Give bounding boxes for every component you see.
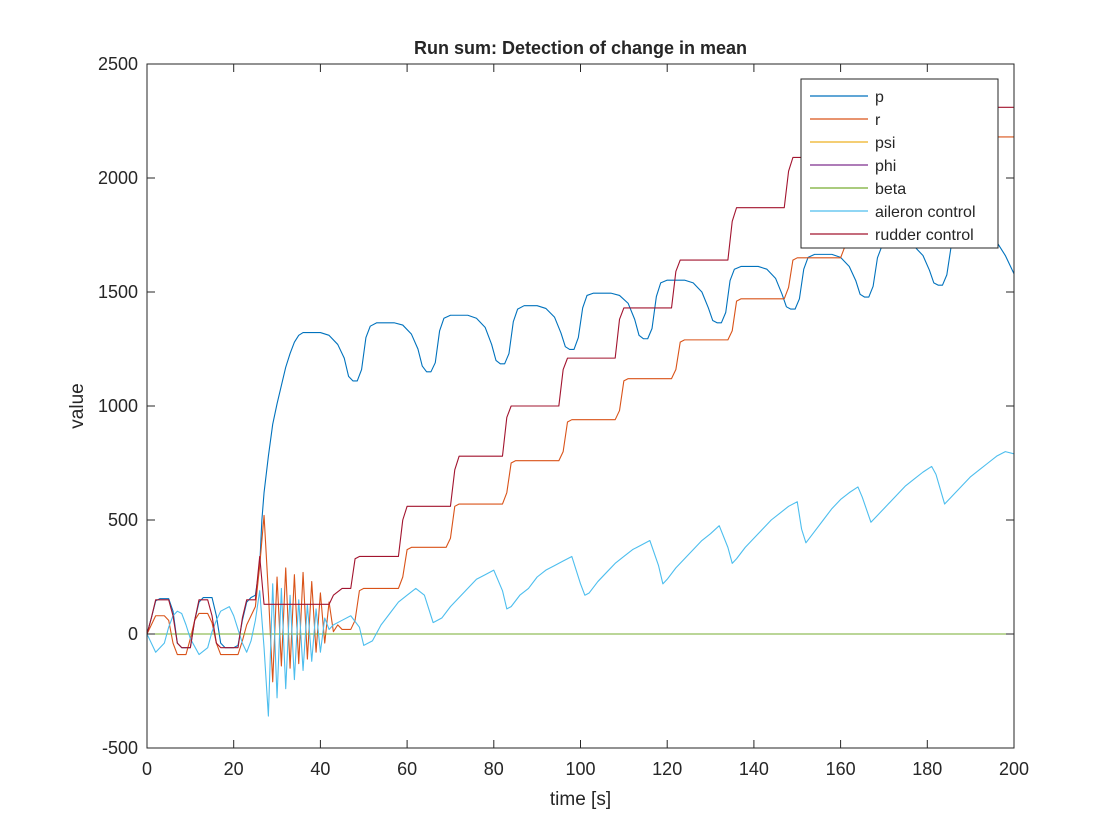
x-tick-label: 200 — [999, 759, 1029, 779]
ticks-layer: 0 20 40 60 80 100 120 140 160 180 200-500050010001… — [98, 54, 1029, 779]
y-tick-label: 1500 — [98, 282, 138, 302]
legend-entry-label: psi — [875, 135, 895, 152]
x-axis-label: time [s] — [550, 789, 611, 810]
legend-entry-label: phi — [875, 158, 896, 175]
legend: pr psi phi beta aileron control rudder contro… — [800, 78, 999, 249]
x-tick-label: 40 — [310, 759, 330, 779]
x-tick-label: 140 — [739, 759, 769, 779]
y-tick-label: 0 — [128, 624, 138, 644]
y-tick-label: 2000 — [98, 168, 138, 188]
y-tick-label: 2500 — [98, 54, 138, 74]
legend-entry-label: p — [875, 89, 884, 106]
x-tick-label: 80 — [484, 759, 504, 779]
x-tick-label: 20 — [224, 759, 244, 779]
series-line-r — [147, 136, 1014, 683]
chart-title: Run sum: Detection of change in mean — [414, 38, 747, 58]
x-tick-label: 160 — [826, 759, 856, 779]
legend-entry-label: rudder control — [875, 227, 974, 244]
legend-entry-label: aileron control — [875, 204, 976, 221]
y-tick-label: 500 — [108, 510, 138, 530]
series-line-p — [147, 231, 1014, 649]
series-line-rudder-control — [147, 106, 1014, 649]
y-tick-label: -500 — [102, 738, 138, 758]
legend-entry-label: r — [875, 112, 881, 129]
axes-box — [146, 63, 1015, 749]
x-tick-label: 180 — [912, 759, 942, 779]
legend-box — [800, 78, 999, 249]
y-tick-label: 1000 — [98, 396, 138, 416]
series-line-aileron-control — [147, 451, 1014, 717]
x-tick-label: 0 — [142, 759, 152, 779]
y-axis-label: value — [67, 383, 88, 428]
legend-entry-label: beta — [875, 181, 906, 198]
x-tick-label: 60 — [397, 759, 417, 779]
series-layer — [147, 106, 1014, 717]
x-tick-label: 100 — [565, 759, 595, 779]
x-tick-label: 120 — [652, 759, 682, 779]
